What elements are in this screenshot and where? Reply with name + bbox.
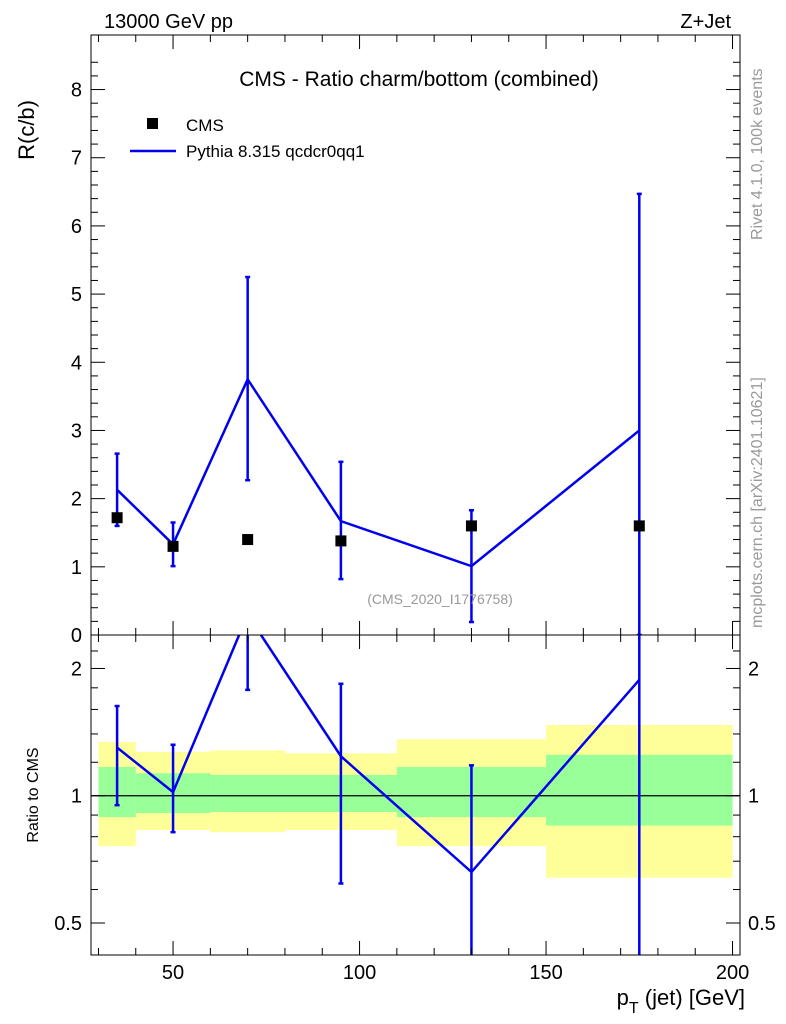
legend-label-pythia: Pythia 8.315 qcdcr0qq1: [186, 142, 365, 161]
main-panel-axes: 0 1 2 3 4 5 6 7 8: [71, 35, 740, 647]
cms-data-point: [111, 512, 123, 524]
header-right: Z+Jet: [680, 11, 731, 33]
y-tick-label: 1: [71, 557, 82, 579]
y-tick-label: 0: [71, 625, 82, 647]
ratio-panel-axes: 50 100 150 200 0.5 0.5 1 1 2 2: [54, 635, 776, 984]
y-tick-label: 2: [71, 489, 82, 511]
cms-data-point: [465, 520, 477, 532]
mcplots-label: mcplots.cern.ch [arXiv:2401.10621]: [749, 377, 766, 628]
y-axis-label-ratio: Ratio to CMS: [25, 747, 42, 842]
x-axis-label-main: p: [617, 985, 629, 1010]
ratio-y-tick-label-right: 2: [748, 658, 759, 680]
ratio-y-tick-label-right: 0.5: [748, 913, 776, 935]
ratio-y-tick-label-right: 1: [748, 786, 759, 808]
x-tick-label: 50: [162, 962, 184, 984]
uncertainty-band-inner: [210, 774, 285, 813]
cms-data-point: [242, 534, 254, 546]
legend-marker-cms: [147, 118, 158, 129]
ratio-panel: 50 100 150 200 0.5 0.5 1 1 2 2 Ratio to CMS: [25, 634, 776, 984]
ratio-panel-content: [91, 635, 740, 955]
main-panel: 0 1 2 3 4 5 6 7 8 CMS - Ratio charm/bottom (comb…: [14, 34, 741, 647]
ratio-y-tick-label-left: 0.5: [54, 913, 82, 935]
y-tick-label: 3: [71, 420, 82, 442]
ratio-panel-frame: [90, 634, 741, 956]
y-tick-label: 4: [71, 352, 82, 374]
y-axis-label-top: R(c/b): [14, 100, 39, 160]
y-tick-label: 5: [71, 284, 82, 306]
chart-title: CMS - Ratio charm/bottom (combined): [239, 68, 598, 91]
legend: CMS Pythia 8.315 qcdcr0qq1: [130, 116, 365, 161]
x-axis-label-sub: T: [629, 1000, 639, 1017]
y-tick-label: 8: [71, 80, 82, 102]
x-tick-label: 200: [716, 962, 749, 984]
rivet-label: Rivet 4.1.0, 100k events: [749, 68, 766, 240]
ratio-y-tick-label-left: 2: [71, 658, 82, 680]
legend-label-cms: CMS: [186, 116, 224, 135]
x-tick-label: 100: [343, 962, 376, 984]
cms-data-point: [335, 535, 347, 547]
x-axis-label-rest: (jet) [GeV]: [639, 985, 745, 1010]
cms-data-point: [633, 520, 645, 532]
x-tick-label: 150: [529, 962, 562, 984]
x-axis-label: pT (jet) [GeV]: [617, 985, 745, 1017]
y-tick-label: 6: [71, 216, 82, 238]
header-left: 13000 GeV pp: [104, 11, 233, 33]
main-panel-content: [111, 192, 645, 635]
cms-data-point: [167, 540, 179, 552]
ratio-y-tick-label-left: 1: [71, 786, 82, 808]
analysis-watermark: (CMS_2020_I1776758): [367, 591, 513, 607]
ratio-line: [116, 635, 641, 874]
pythia-line: [116, 376, 641, 568]
y-tick-label: 7: [71, 148, 82, 170]
